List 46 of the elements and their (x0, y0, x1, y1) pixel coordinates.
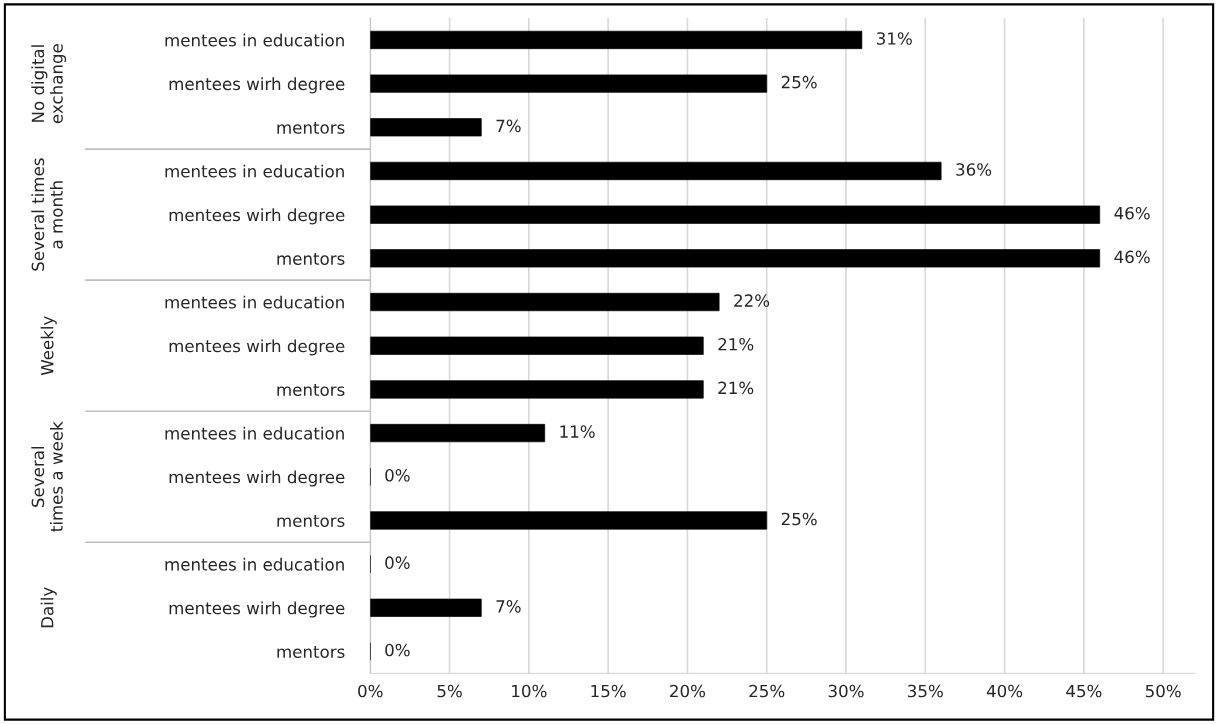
data-label: 0% (385, 643, 410, 657)
x-tick-label: 30% (828, 684, 864, 698)
y-tick-label: mentees wirh degree (169, 339, 345, 356)
y-tick-label: mentors (277, 384, 345, 396)
data-label: 7% (496, 600, 521, 613)
x-tick-label: 20% (670, 684, 706, 698)
text: Several times a week (31, 421, 63, 532)
x-tick-label: 45% (1066, 684, 1102, 698)
y-tick-label: mentors (277, 252, 345, 265)
text: No digital exchange (31, 44, 67, 124)
data-label: 46% (1114, 250, 1150, 264)
data-label: 25% (781, 75, 817, 89)
x-tick-label: 50% (1145, 684, 1181, 698)
data-label: 21% (718, 381, 754, 395)
y-tick-label: mentees in education (165, 33, 344, 47)
data-label: 0% (385, 468, 410, 482)
y-tick-label: mentees wirh degree (169, 601, 345, 618)
data-label: 36% (956, 163, 992, 176)
y-tick-label: mentees wirh degree (169, 208, 345, 225)
y-tick-label: mentees wirh degree (169, 77, 345, 94)
text: Weekly (40, 316, 57, 376)
x-tick-label: 25% (749, 684, 785, 698)
y-tick-label: mentors (277, 515, 345, 527)
data-label: 22% (734, 294, 770, 307)
y-tick-label: mentors (277, 646, 345, 659)
data-label: 46% (1114, 206, 1150, 220)
x-tick-label: 15% (591, 684, 626, 698)
text: Daily (40, 587, 57, 628)
x-tick-label: 10% (512, 684, 547, 698)
x-tick-label: 40% (986, 684, 1023, 698)
y-tick-label: mentees in education (165, 426, 344, 440)
x-tick-label: 35% (908, 684, 943, 698)
y-tick-label: mentees in education (165, 295, 344, 309)
data-label: 7% (496, 119, 521, 133)
data-label: 21% (718, 337, 754, 351)
data-label: 31% (877, 32, 912, 45)
data-label: 11% (560, 425, 595, 438)
x-tick-label: 5% (437, 684, 462, 698)
y-tick-label: mentees in education (165, 557, 344, 571)
y-tick-label: mentors (277, 121, 345, 134)
data-label: 0% (385, 556, 410, 569)
text: Several times a month (31, 158, 63, 271)
y-tick-label: mentees wirh degree (169, 470, 345, 487)
data-label: 25% (781, 512, 817, 526)
y-tick-label: mentees in education (165, 164, 344, 178)
x-tick-label: 0% (358, 684, 383, 698)
